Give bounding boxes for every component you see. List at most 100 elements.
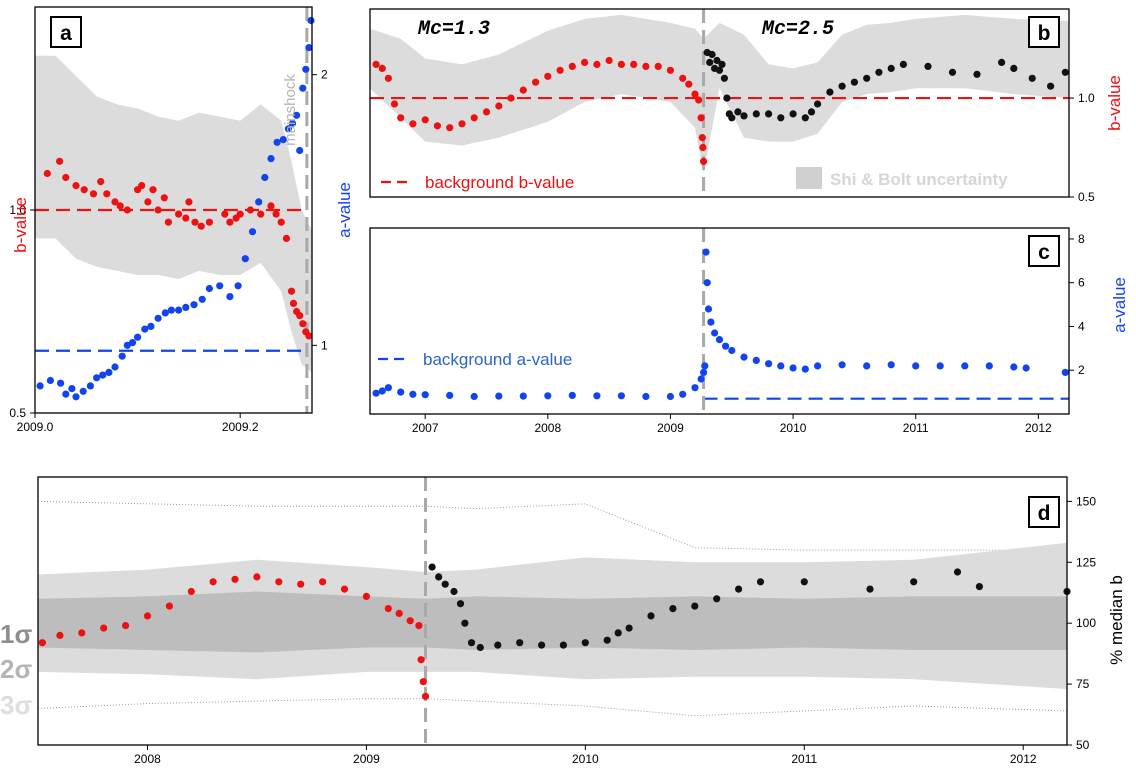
panel-d-label: d xyxy=(1038,502,1051,525)
b-value-point xyxy=(458,120,466,128)
panel-b: 0.5 1.0 Mc=1.3 Mc=2.5 b background b-valu… xyxy=(369,8,1124,204)
a-value-point xyxy=(161,309,169,317)
a-value-point xyxy=(226,293,234,301)
post-mainshock-point xyxy=(435,573,443,581)
mc-right-label: Mc=2.5 xyxy=(761,18,834,41)
pre-mainshock-point xyxy=(122,622,130,630)
post-mainshock-b-value-point xyxy=(838,82,846,90)
pre-mainshock-point xyxy=(319,578,327,586)
panel-b-frame xyxy=(369,8,1070,198)
a-value-point xyxy=(697,375,705,383)
post-mainshock-b-value-point xyxy=(948,68,957,76)
a-value-point xyxy=(397,388,405,396)
a-value-point xyxy=(470,392,478,401)
panel-a-uncertainty-band xyxy=(35,55,312,373)
pre-mainshock-point xyxy=(406,617,414,625)
panel-b-y-axis-tick-label: 0.5 xyxy=(1078,190,1095,204)
a-value-point xyxy=(691,384,699,392)
a-value-point xyxy=(703,279,711,287)
b-value-point xyxy=(397,114,405,122)
uncertainty-band-area xyxy=(35,55,312,373)
a-value-point xyxy=(93,374,101,382)
post-mainshock-b-value-point xyxy=(850,78,859,86)
a-value-point xyxy=(704,305,713,313)
post-mainshock-b-value-point xyxy=(887,64,895,72)
post-mainshock-point xyxy=(467,639,476,647)
a-value-point xyxy=(190,301,198,309)
post-mainshock-point xyxy=(603,636,611,644)
post-mainshock-point xyxy=(476,643,484,652)
panel-d-x-axis-tick-label: 2011 xyxy=(791,752,817,766)
b-value-point xyxy=(226,218,234,226)
b-value-point xyxy=(154,206,162,214)
a-value-point xyxy=(79,387,87,395)
panel-a-a-axis-label: a-value xyxy=(335,182,354,238)
post-mainshock-point xyxy=(538,641,546,649)
panel-d-x-axis-tick-label: 2008 xyxy=(134,752,161,766)
post-mainshock-b-value-point xyxy=(826,88,834,96)
b-value-point xyxy=(205,218,213,226)
a-value-point xyxy=(267,155,275,163)
b-value-point xyxy=(372,60,380,68)
b-value-point xyxy=(282,234,290,242)
pre-mainshock-point xyxy=(253,573,261,581)
a-value-point xyxy=(86,382,94,390)
post-mainshock-point xyxy=(428,563,436,571)
a-value-point xyxy=(307,16,315,25)
post-mainshock-b-value-point xyxy=(728,114,736,122)
b-value-point xyxy=(97,178,105,186)
post-mainshock-point xyxy=(975,583,984,591)
a-value-point xyxy=(722,342,730,350)
a-value-point xyxy=(216,282,224,290)
panel-d-y-axis-tick-label: 150 xyxy=(1076,494,1096,508)
a-value-point xyxy=(961,362,969,370)
panel-a-a-axis-tick-label: 2 xyxy=(321,68,328,82)
post-mainshock-b-value-point xyxy=(723,94,731,102)
post-mainshock-point xyxy=(647,612,655,620)
a-value-point xyxy=(296,146,304,155)
b-value-point xyxy=(617,60,626,68)
post-mainshock-point xyxy=(494,641,502,649)
a-value-point xyxy=(36,382,44,390)
a-value-point xyxy=(642,392,650,401)
a-value-point xyxy=(299,84,307,92)
b-value-point xyxy=(378,64,386,72)
a-value-point xyxy=(46,376,55,385)
panel-c: 2 4 6 8 2007 2008 2009 2010 2011 2012 c backgroun… xyxy=(369,227,1129,435)
b-value-point xyxy=(103,190,111,198)
panel-a-x-axis-tick-label: 2009.0 xyxy=(17,420,54,434)
panel-d-axis-label: % median b xyxy=(1107,575,1126,665)
panel-d-y-axis-tick-label: 50 xyxy=(1076,738,1090,752)
a-value-point xyxy=(789,364,797,372)
panel-d-ticks: 50 75 100 125 150 2008 2009 2010 2011 2012 xyxy=(134,494,1096,766)
a-value-point xyxy=(57,379,65,387)
a-value-point xyxy=(141,325,149,333)
b-value-point xyxy=(685,80,693,88)
a-value-point xyxy=(279,136,287,144)
panel-a: 0.5 1.0 1 2 2009.0 2009.2 a mainshock b-value… xyxy=(9,6,354,434)
a-value-point xyxy=(234,282,242,290)
panel-a-b-axis-tick-label: 0.5 xyxy=(9,406,26,420)
post-mainshock-point xyxy=(581,639,589,647)
b-value-point xyxy=(519,86,527,94)
pre-mainshock-point xyxy=(395,609,403,618)
a-value-point xyxy=(384,384,392,392)
a-value-point xyxy=(111,363,119,371)
a-value-point xyxy=(205,284,213,293)
b-value-point xyxy=(72,182,80,190)
panel-c-y-axis-tick-label: 2 xyxy=(1078,363,1085,377)
b-value-point xyxy=(185,198,193,206)
a-value-point xyxy=(248,228,257,236)
a-value-point xyxy=(118,352,126,360)
post-mainshock-b-value-point xyxy=(1028,74,1036,82)
a-value-point xyxy=(198,295,206,303)
a-value-point xyxy=(728,346,736,355)
uncertainty-band-area xyxy=(370,14,1069,174)
a-value-point xyxy=(372,389,380,397)
b-value-point xyxy=(149,186,157,194)
b-value-point xyxy=(123,206,131,214)
a-value-point xyxy=(255,198,263,206)
b-value-point xyxy=(679,74,687,82)
a-value-point xyxy=(128,339,137,347)
a-value-point xyxy=(175,306,183,314)
